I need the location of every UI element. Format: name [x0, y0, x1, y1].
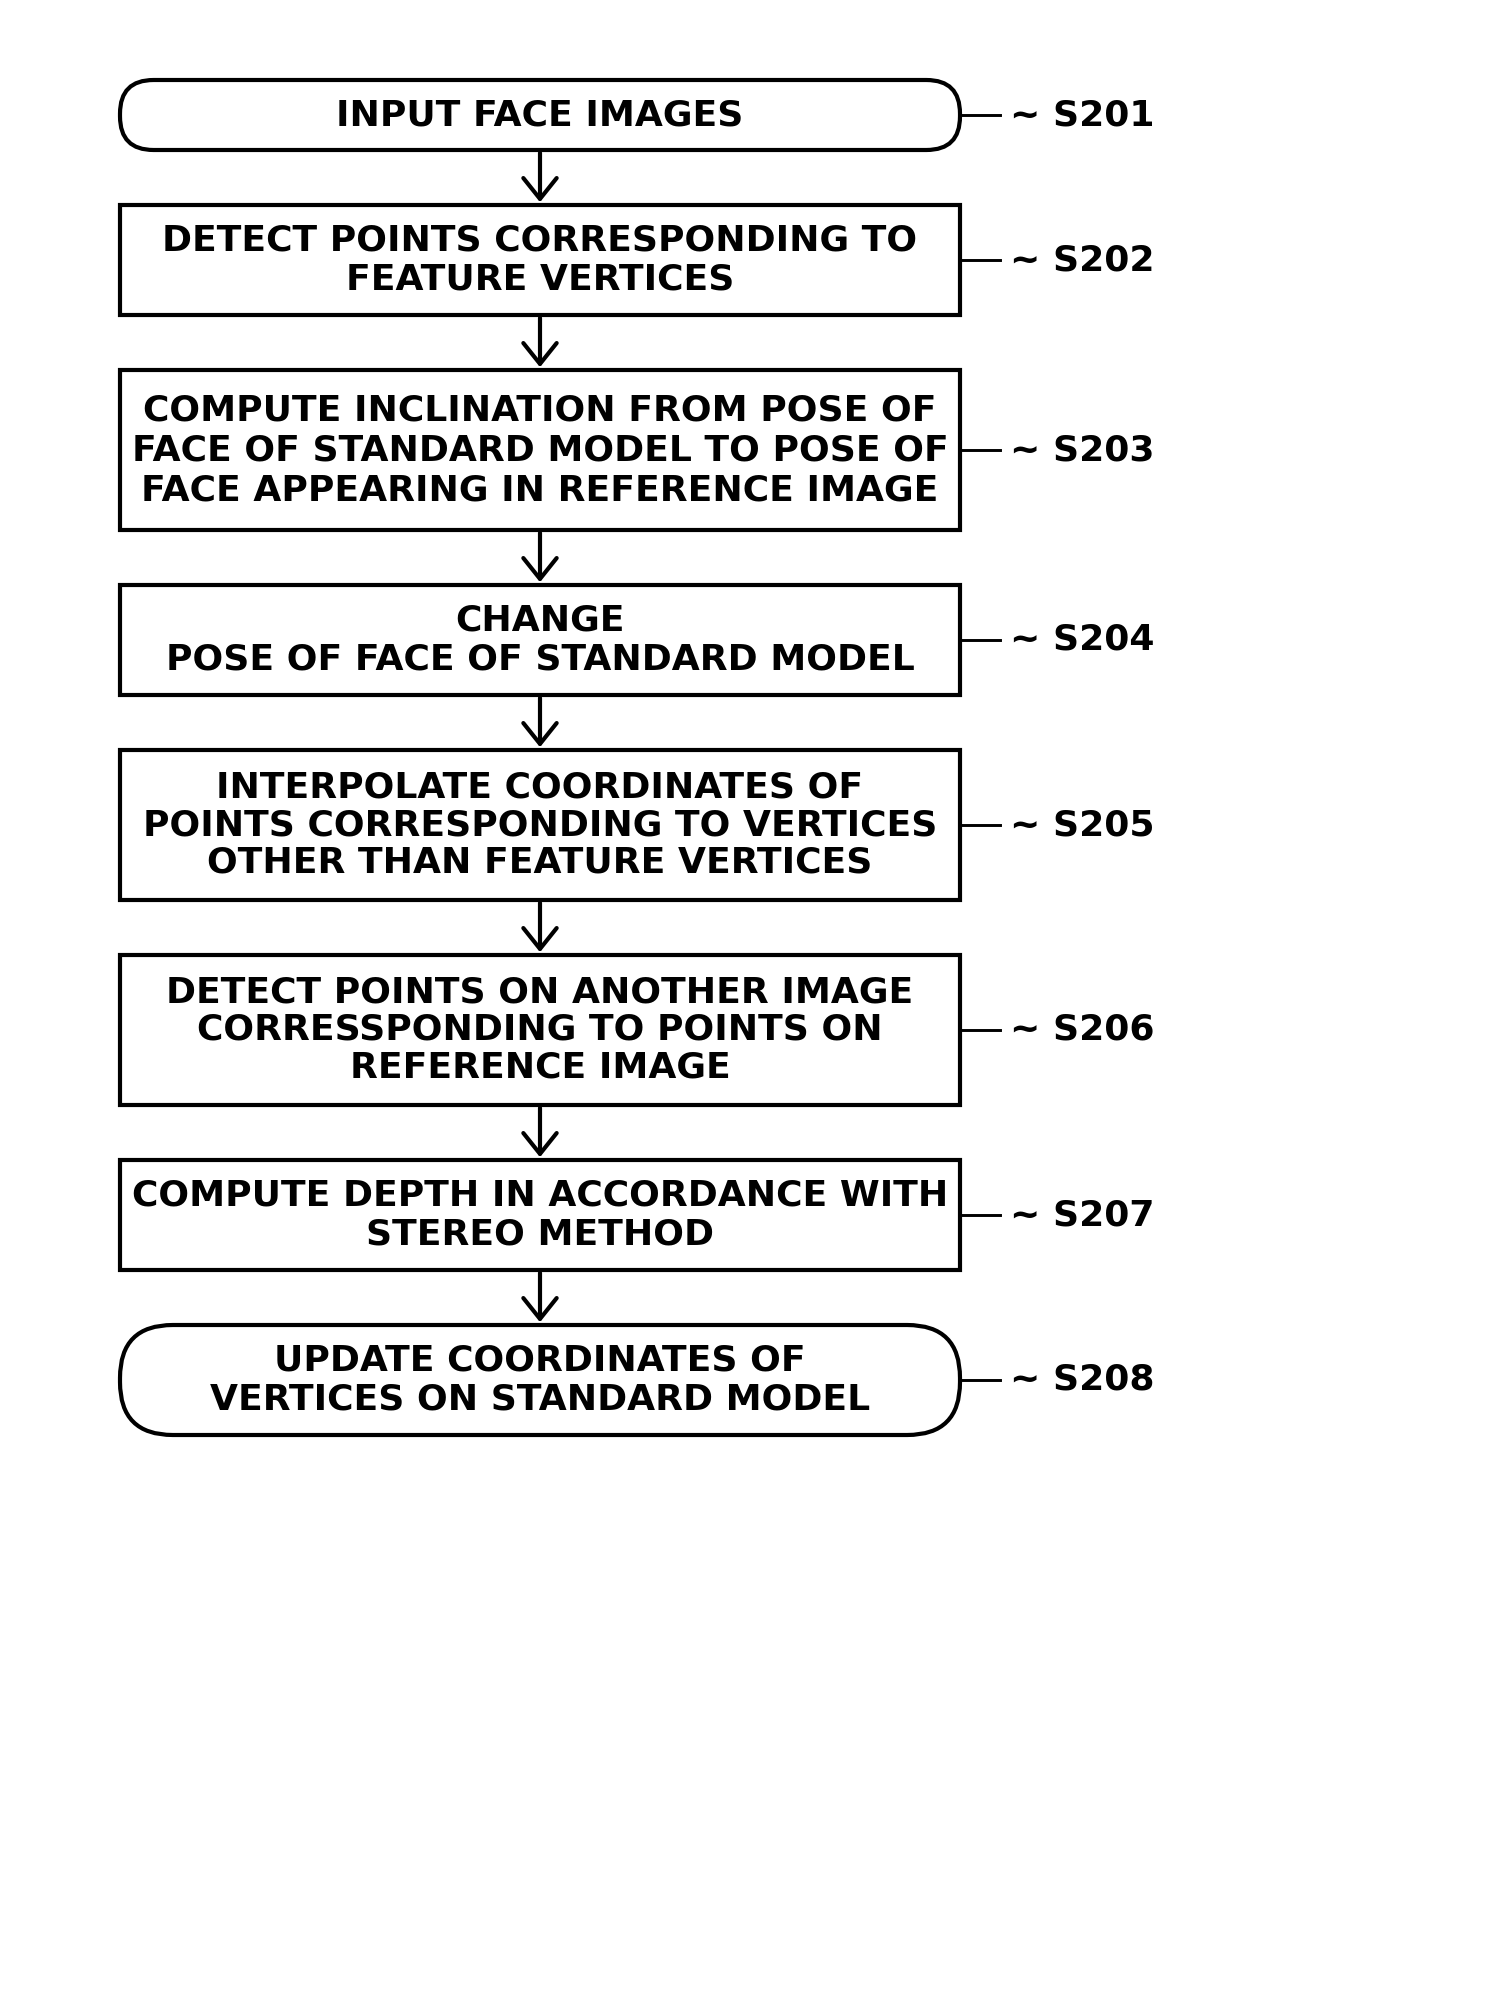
- Text: FEATURE VERTICES: FEATURE VERTICES: [345, 263, 734, 296]
- Text: CORRESSPONDING TO POINTS ON: CORRESSPONDING TO POINTS ON: [197, 1012, 884, 1046]
- Text: VERTICES ON STANDARD MODEL: VERTICES ON STANDARD MODEL: [209, 1382, 870, 1416]
- Text: ~ S208: ~ S208: [1011, 1362, 1154, 1396]
- Text: POSE OF FACE OF STANDARD MODEL: POSE OF FACE OF STANDARD MODEL: [166, 642, 915, 676]
- Bar: [120, 750, 960, 899]
- Bar: [120, 1160, 960, 1271]
- Text: ~ S201: ~ S201: [1011, 97, 1154, 131]
- FancyBboxPatch shape: [120, 1325, 960, 1434]
- Text: CHANGE: CHANGE: [456, 605, 625, 638]
- Text: ~ S204: ~ S204: [1011, 623, 1154, 656]
- Text: STEREO METHOD: STEREO METHOD: [366, 1217, 715, 1251]
- Text: REFERENCE IMAGE: REFERENCE IMAGE: [350, 1050, 731, 1084]
- Text: ~ S203: ~ S203: [1011, 434, 1154, 467]
- Text: INPUT FACE IMAGES: INPUT FACE IMAGES: [336, 97, 743, 131]
- Bar: [120, 205, 960, 314]
- Text: ~ S202: ~ S202: [1011, 243, 1154, 276]
- Bar: [120, 585, 960, 694]
- Text: COMPUTE DEPTH IN ACCORDANCE WITH: COMPUTE DEPTH IN ACCORDANCE WITH: [132, 1179, 948, 1213]
- Text: COMPUTE INCLINATION FROM POSE OF: COMPUTE INCLINATION FROM POSE OF: [144, 394, 937, 428]
- Text: OTHER THAN FEATURE VERTICES: OTHER THAN FEATURE VERTICES: [208, 845, 873, 879]
- Text: ~ S206: ~ S206: [1011, 1012, 1154, 1046]
- Text: DETECT POINTS CORRESPONDING TO: DETECT POINTS CORRESPONDING TO: [163, 225, 918, 259]
- Text: DETECT POINTS ON ANOTHER IMAGE: DETECT POINTS ON ANOTHER IMAGE: [166, 975, 913, 1010]
- Text: POINTS CORRESPONDING TO VERTICES: POINTS CORRESPONDING TO VERTICES: [144, 808, 937, 841]
- Text: ~ S205: ~ S205: [1011, 808, 1154, 841]
- Text: FACE APPEARING IN REFERENCE IMAGE: FACE APPEARING IN REFERENCE IMAGE: [142, 473, 939, 507]
- Text: UPDATE COORDINATES OF: UPDATE COORDINATES OF: [274, 1345, 806, 1378]
- Bar: [120, 370, 960, 529]
- FancyBboxPatch shape: [120, 80, 960, 149]
- Text: ~ S207: ~ S207: [1011, 1197, 1154, 1231]
- Text: INTERPOLATE COORDINATES OF: INTERPOLATE COORDINATES OF: [217, 770, 864, 804]
- Text: FACE OF STANDARD MODEL TO POSE OF: FACE OF STANDARD MODEL TO POSE OF: [132, 434, 948, 467]
- Bar: [120, 955, 960, 1106]
